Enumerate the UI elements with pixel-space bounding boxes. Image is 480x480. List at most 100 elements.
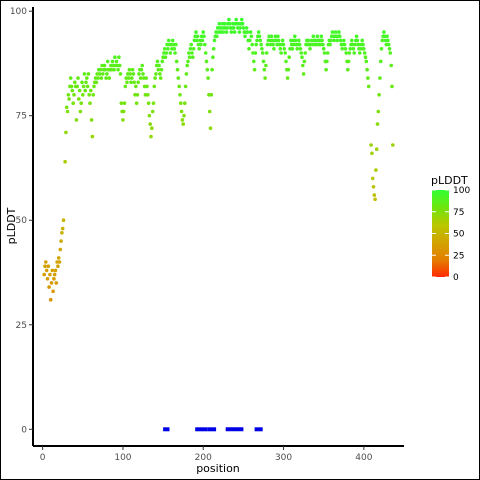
data-point bbox=[244, 26, 249, 30]
data-point bbox=[117, 63, 122, 68]
data-point bbox=[199, 42, 203, 47]
data-point bbox=[71, 101, 75, 105]
data-point bbox=[179, 101, 183, 105]
data-point bbox=[148, 122, 152, 126]
data-point bbox=[337, 30, 341, 34]
data-point bbox=[172, 47, 177, 51]
data-point bbox=[329, 38, 333, 43]
data-point bbox=[298, 47, 303, 51]
data-point bbox=[107, 76, 112, 80]
y-tick-label: 25 bbox=[16, 321, 27, 331]
data-point bbox=[243, 34, 247, 39]
data-point bbox=[52, 277, 56, 281]
data-point bbox=[256, 30, 261, 34]
data-point bbox=[258, 38, 263, 43]
data-point bbox=[116, 67, 120, 72]
data-point bbox=[78, 109, 83, 114]
data-point bbox=[330, 30, 335, 34]
data-point bbox=[183, 101, 187, 105]
data-point bbox=[352, 51, 357, 55]
x-tick-label: 100 bbox=[114, 453, 131, 463]
data-point bbox=[84, 80, 88, 85]
data-point bbox=[170, 38, 175, 43]
data-point bbox=[320, 38, 324, 43]
data-point bbox=[365, 67, 369, 72]
data-point bbox=[280, 38, 285, 43]
data-point bbox=[283, 51, 288, 55]
data-point bbox=[200, 38, 205, 43]
data-point bbox=[279, 51, 283, 55]
data-point bbox=[375, 122, 380, 126]
data-point bbox=[44, 260, 48, 264]
colorbar-tick-label: 50 bbox=[453, 230, 465, 240]
data-point bbox=[197, 47, 201, 51]
y-tick-label: 50 bbox=[16, 216, 28, 226]
data-point bbox=[286, 67, 291, 72]
data-point bbox=[340, 47, 345, 51]
data-point bbox=[373, 197, 377, 202]
data-point bbox=[139, 67, 144, 72]
x-tick-label: 400 bbox=[355, 453, 372, 463]
data-point bbox=[77, 97, 81, 101]
data-point bbox=[156, 67, 161, 72]
data-point bbox=[276, 34, 280, 39]
data-point bbox=[175, 67, 180, 72]
data-point bbox=[51, 289, 55, 294]
data-point bbox=[308, 47, 312, 51]
data-point bbox=[183, 84, 188, 89]
data-point bbox=[49, 281, 54, 285]
data-point bbox=[184, 72, 189, 76]
data-point bbox=[173, 51, 177, 55]
data-point bbox=[210, 67, 214, 72]
data-point bbox=[185, 63, 189, 68]
data-point bbox=[73, 80, 77, 85]
data-point bbox=[264, 51, 269, 55]
data-point bbox=[202, 34, 206, 39]
data-point bbox=[260, 47, 264, 51]
data-point bbox=[248, 30, 253, 34]
data-point bbox=[361, 42, 365, 47]
data-point bbox=[105, 72, 109, 76]
data-point bbox=[136, 80, 140, 85]
data-point bbox=[69, 84, 74, 89]
data-point bbox=[278, 47, 283, 51]
data-point bbox=[379, 47, 384, 51]
colorbar-tick-label: 100 bbox=[453, 186, 470, 196]
data-point bbox=[68, 76, 73, 80]
data-point bbox=[86, 72, 91, 76]
data-point bbox=[377, 93, 381, 97]
data-point bbox=[168, 51, 173, 55]
data-point bbox=[362, 47, 366, 51]
data-point bbox=[53, 268, 58, 273]
data-point bbox=[70, 88, 75, 93]
data-point bbox=[264, 63, 268, 68]
data-point bbox=[306, 38, 311, 43]
data-point bbox=[321, 47, 326, 51]
data-point bbox=[99, 76, 104, 80]
data-point bbox=[208, 126, 213, 130]
data-point bbox=[191, 55, 195, 59]
data-point bbox=[369, 143, 373, 147]
data-point bbox=[157, 63, 161, 68]
data-point bbox=[224, 30, 229, 34]
data-point bbox=[128, 72, 132, 76]
data-point bbox=[59, 239, 63, 243]
data-point bbox=[150, 109, 155, 114]
data-point bbox=[211, 55, 215, 59]
data-point bbox=[234, 17, 238, 22]
data-point bbox=[63, 159, 67, 164]
data-point bbox=[48, 272, 52, 277]
y-tick-label: 100 bbox=[10, 7, 27, 17]
data-point bbox=[130, 67, 135, 72]
data-point bbox=[121, 109, 126, 114]
data-point bbox=[276, 38, 281, 43]
data-point bbox=[263, 76, 267, 80]
data-point bbox=[366, 84, 371, 89]
data-point bbox=[271, 42, 275, 47]
data-point bbox=[342, 38, 346, 43]
data-point bbox=[56, 264, 60, 269]
data-point bbox=[301, 63, 305, 68]
points-layer bbox=[42, 17, 395, 302]
data-point bbox=[301, 72, 306, 76]
